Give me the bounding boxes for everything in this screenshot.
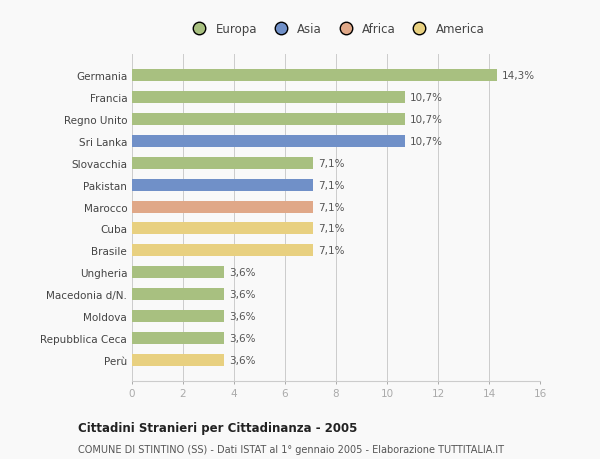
Bar: [132, 223, 313, 235]
Bar: [132, 135, 405, 147]
Text: 7,1%: 7,1%: [318, 180, 344, 190]
Bar: [132, 114, 405, 126]
Bar: [132, 201, 313, 213]
Bar: [132, 157, 313, 169]
Text: 3,6%: 3,6%: [229, 290, 256, 300]
Text: 7,1%: 7,1%: [318, 224, 344, 234]
Legend: Europa, Asia, Africa, America: Europa, Asia, Africa, America: [182, 19, 490, 41]
Text: 7,1%: 7,1%: [318, 246, 344, 256]
Bar: [132, 267, 224, 279]
Text: 3,6%: 3,6%: [229, 355, 256, 365]
Text: 14,3%: 14,3%: [502, 71, 535, 81]
Bar: [132, 179, 313, 191]
Text: 3,6%: 3,6%: [229, 268, 256, 278]
Text: Cittadini Stranieri per Cittadinanza - 2005: Cittadini Stranieri per Cittadinanza - 2…: [78, 421, 358, 434]
Bar: [132, 332, 224, 344]
Bar: [132, 310, 224, 322]
Bar: [132, 92, 405, 104]
Text: 10,7%: 10,7%: [410, 115, 443, 125]
Bar: [132, 70, 497, 82]
Bar: [132, 289, 224, 301]
Text: 3,6%: 3,6%: [229, 311, 256, 321]
Text: 3,6%: 3,6%: [229, 333, 256, 343]
Bar: [132, 354, 224, 366]
Text: 10,7%: 10,7%: [410, 136, 443, 146]
Bar: [132, 245, 313, 257]
Text: COMUNE DI STINTINO (SS) - Dati ISTAT al 1° gennaio 2005 - Elaborazione TUTTITALI: COMUNE DI STINTINO (SS) - Dati ISTAT al …: [78, 444, 504, 454]
Text: 10,7%: 10,7%: [410, 93, 443, 103]
Text: 7,1%: 7,1%: [318, 202, 344, 212]
Text: 7,1%: 7,1%: [318, 158, 344, 168]
